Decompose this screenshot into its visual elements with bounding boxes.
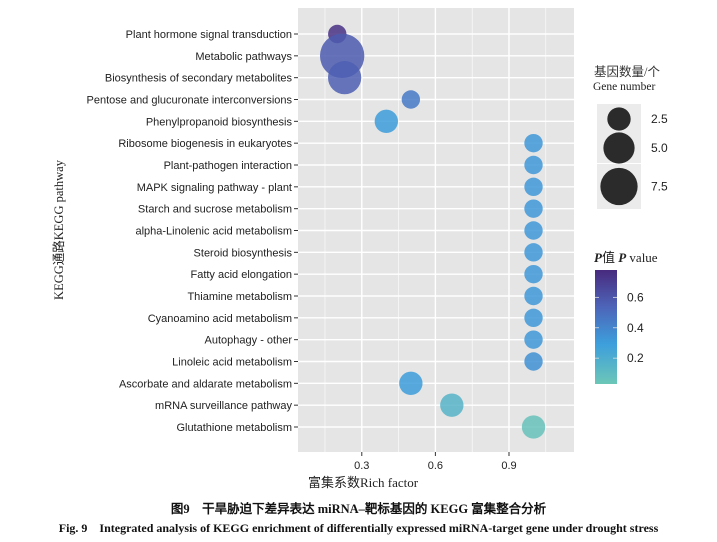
- y-axis-labels: Plant hormone signal transduction Metabol…: [87, 29, 298, 434]
- y-tick-label: Plant-pathogen interaction: [164, 160, 292, 172]
- color-legend-title-en: value: [626, 250, 658, 265]
- y-tick-label: Biosynthesis of secondary metabolites: [105, 73, 293, 85]
- y-tick-label: Fatty acid elongation: [190, 269, 292, 281]
- y-tick-label: Autophagy - other: [205, 335, 293, 347]
- size-key-circle: [607, 107, 631, 131]
- color-legend-title: P值 P value: [594, 250, 658, 265]
- data-point: [401, 90, 421, 109]
- data-point: [524, 243, 543, 262]
- x-tick-label: 0.6: [428, 460, 443, 472]
- data-point: [374, 109, 399, 134]
- points: [319, 24, 546, 439]
- data-point: [524, 155, 543, 175]
- x-axis-labels: 0.3 0.6 0.9: [354, 452, 517, 472]
- size-key-label: 7.5: [651, 180, 668, 194]
- data-point: [399, 371, 423, 396]
- data-point: [327, 61, 362, 95]
- x-tick-label: 0.3: [354, 460, 369, 472]
- color-bar: [595, 270, 617, 384]
- y-axis-title: KEGG通路KEGG pathway: [51, 159, 66, 300]
- color-tick-label: 0.2: [627, 351, 644, 365]
- size-key-circle: [603, 132, 635, 164]
- data-point: [524, 221, 543, 240]
- y-tick-label: Plant hormone signal transduction: [126, 29, 292, 41]
- color-tick-label: 0.4: [627, 321, 644, 335]
- y-tick-label: Starch and sucrose metabolism: [138, 204, 292, 216]
- y-tick-label: Ascorbate and aldarate metabolism: [119, 378, 292, 390]
- color-tick-label: 0.6: [627, 290, 644, 304]
- data-point: [524, 133, 543, 153]
- size-key-label: 5.0: [651, 141, 668, 155]
- kegg-bubble-chart: Plant hormone signal transduction Metabol…: [51, 8, 668, 490]
- x-tick-label: 0.9: [501, 460, 516, 472]
- y-tick-label: Phenylpropanoid biosynthesis: [146, 116, 293, 128]
- y-tick-label: Thiamine metabolism: [187, 291, 292, 303]
- y-tick-label: MAPK signaling pathway - plant: [137, 182, 292, 194]
- data-point: [440, 393, 464, 417]
- data-point: [524, 330, 543, 349]
- data-point: [524, 264, 543, 284]
- y-tick-label: Cyanoamino acid metabolism: [148, 313, 292, 325]
- color-legend-title-cn: 值: [602, 250, 618, 265]
- size-legend-title-cn: 基因数量/个: [594, 64, 660, 79]
- color-legend-title-p1: P: [594, 250, 603, 265]
- figure-caption-cn: 图9 干旱胁迫下差异表达 miRNA–靶标基因的 KEGG 富集整合分析: [170, 502, 547, 516]
- data-point: [524, 352, 543, 371]
- color-legend: P值 P value 0.2 0.4 0.6: [594, 250, 658, 384]
- data-point: [524, 177, 543, 197]
- data-point: [521, 415, 546, 439]
- y-tick-label: alpha-Linolenic acid metabolism: [135, 226, 292, 238]
- y-tick-label: Steroid biosynthesis: [194, 247, 293, 259]
- y-tick-label: Glutathione metabolism: [176, 422, 292, 434]
- x-axis-title: 富集系数Rich factor: [308, 475, 419, 490]
- y-tick-label: mRNA surveillance pathway: [155, 400, 292, 412]
- data-point: [524, 199, 543, 218]
- size-legend: 基因数量/个 Gene number 2.5 5.0 7.5: [593, 64, 668, 209]
- color-legend-title-p2: P: [618, 250, 627, 265]
- y-tick-label: Metabolic pathways: [195, 51, 292, 63]
- y-tick-label: Linoleic acid metabolism: [172, 357, 292, 369]
- data-point: [524, 286, 543, 306]
- size-legend-title-en: Gene number: [593, 81, 655, 93]
- data-point: [524, 308, 543, 328]
- y-tick-label: Pentose and glucuronate interconversions: [87, 95, 293, 107]
- size-key-label: 2.5: [651, 112, 668, 126]
- size-key-circle: [600, 167, 638, 206]
- figure-caption-en: Fig. 9 Integrated analysis of KEGG enric…: [58, 521, 659, 535]
- y-tick-label: Ribosome biogenesis in eukaryotes: [118, 138, 292, 150]
